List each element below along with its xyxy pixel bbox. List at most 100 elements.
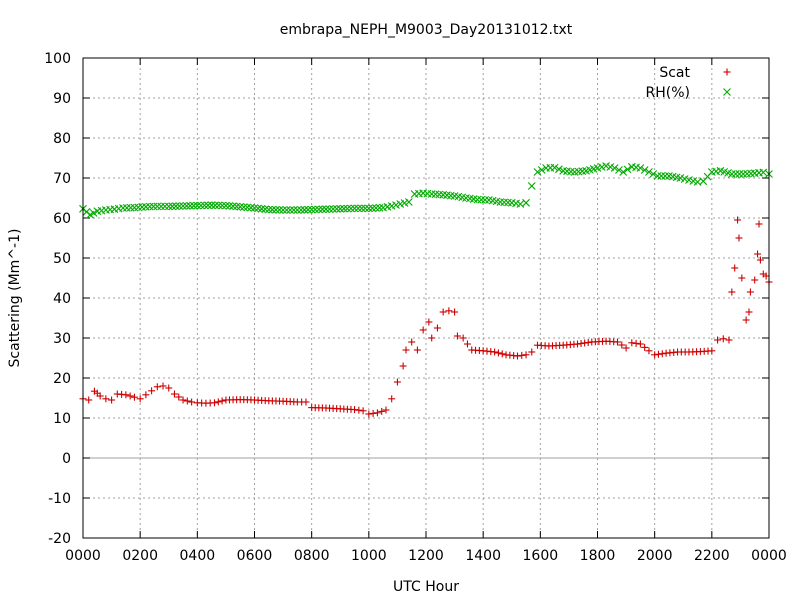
scat-point: [498, 350, 506, 358]
rh-point: [204, 201, 212, 210]
scat-point: [614, 338, 622, 346]
rh-point: [375, 203, 384, 212]
scat-point: [388, 395, 396, 403]
rh-point: [318, 205, 327, 214]
rh-point: [610, 164, 619, 172]
x-tick-label: 0200: [122, 548, 158, 564]
scat-point: [725, 336, 733, 344]
scat-point: [494, 349, 502, 357]
rh-point: [197, 201, 205, 210]
rh-point: [731, 170, 740, 178]
rh-point: [361, 204, 370, 213]
scat-point: [751, 276, 759, 284]
scat-point: [130, 393, 138, 401]
rh-point: [182, 202, 191, 210]
scat-point: [378, 407, 386, 415]
scat-point: [302, 398, 310, 406]
rh-point: [615, 166, 623, 174]
rh-point: [357, 204, 366, 213]
scat-point: [108, 396, 116, 404]
rh-point: [364, 204, 373, 213]
plot-frame: [82, 57, 770, 539]
scat-point: [756, 256, 764, 264]
scat-point: [728, 288, 736, 296]
rh-point: [189, 201, 198, 210]
rh-point: [649, 170, 658, 178]
scat-point: [218, 397, 226, 405]
scat-point: [159, 382, 167, 390]
legend-marker-plus: [723, 68, 731, 76]
scat-point: [355, 406, 363, 414]
rh-point: [307, 205, 316, 214]
rh-point: [537, 166, 546, 174]
rh-point: [372, 204, 380, 212]
rh-point: [368, 204, 377, 213]
y-tick-label: -10: [48, 491, 71, 507]
rh-point: [218, 201, 227, 210]
rh-point: [522, 198, 530, 207]
rh-point: [214, 201, 223, 210]
x-tick-label: 2000: [637, 548, 673, 564]
rh-point: [272, 205, 280, 214]
y-axis-label: Scattering (Mm^-1): [7, 229, 23, 368]
rh-point: [623, 165, 632, 174]
point-layer: [79, 162, 773, 418]
scat-point: [170, 390, 178, 398]
y-tick-label: 100: [44, 51, 71, 67]
rh-point: [347, 204, 355, 213]
scat-point: [762, 272, 770, 280]
rh-point: [759, 168, 768, 177]
rh-point: [164, 202, 173, 211]
x-axis-label: UTC Hour: [393, 579, 459, 595]
rh-point: [236, 202, 245, 211]
scat-point: [453, 332, 461, 340]
rh-point: [325, 205, 334, 213]
rh-point: [533, 168, 542, 176]
rh-point: [339, 204, 348, 213]
rh-point: [350, 204, 359, 213]
rh-point: [322, 205, 330, 214]
rh-point: [179, 202, 187, 210]
rh-point: [172, 202, 180, 211]
x-tick-label: 1000: [351, 548, 387, 564]
rh-point: [332, 205, 341, 213]
scat-point: [738, 274, 746, 282]
scat-point: [463, 340, 471, 348]
scat-point: [628, 339, 636, 347]
scat-point: [165, 384, 173, 392]
scat-point: [641, 343, 649, 351]
scat-point: [393, 378, 401, 386]
scat-point: [373, 409, 381, 417]
scat-point: [742, 316, 750, 324]
rh-point: [286, 206, 295, 214]
scat-point: [214, 398, 222, 406]
scat-point: [399, 362, 407, 370]
rh-point: [268, 205, 277, 214]
rh-point: [175, 202, 184, 210]
rh-point: [247, 203, 255, 212]
scat-point: [632, 339, 640, 347]
rh-point: [289, 206, 298, 214]
rh-point: [555, 165, 563, 174]
rh-point: [222, 201, 230, 210]
y-tick-label: 40: [53, 291, 71, 307]
scat-point: [622, 344, 630, 352]
rh-point: [300, 205, 309, 214]
y-tick-label: 10: [53, 411, 71, 427]
scat-point: [425, 318, 433, 326]
rh-point: [636, 164, 645, 172]
rh-point: [735, 170, 744, 178]
scat-point: [735, 234, 743, 242]
scat-point: [136, 395, 144, 403]
scat-point: [365, 410, 373, 418]
rh-point: [211, 201, 220, 210]
y-tick-label: -20: [48, 531, 71, 547]
legend-label-scat: Scat: [659, 65, 690, 81]
rh-point: [243, 203, 252, 212]
y-tick-label: 0: [62, 451, 71, 467]
scat-point: [126, 392, 134, 400]
x-tick-label: 0800: [294, 548, 330, 564]
scat-point: [755, 220, 763, 228]
scat-point: [359, 407, 367, 415]
